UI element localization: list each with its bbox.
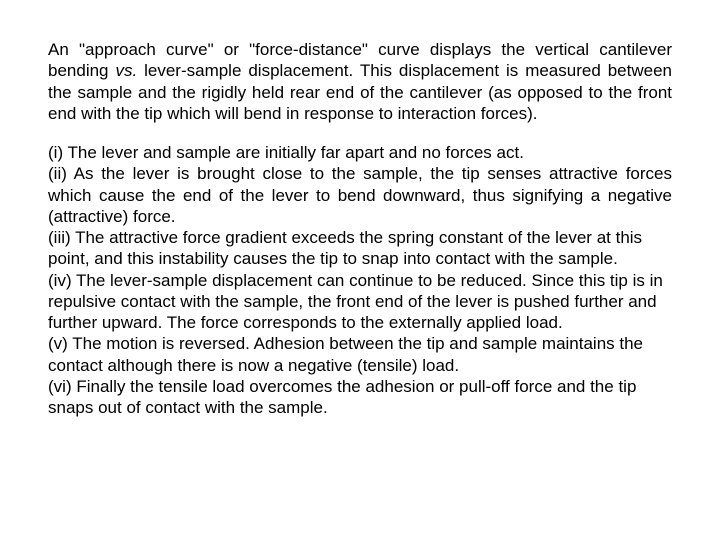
list-item: (iii) The attractive force gradient exce… (48, 227, 672, 270)
items-list: (i) The lever and sample are initially f… (48, 142, 672, 418)
list-item: (i) The lever and sample are initially f… (48, 142, 672, 163)
intro-text-2: lever-sample displacement. This displace… (48, 61, 672, 123)
list-item: (vi) Finally the tensile load overcomes … (48, 376, 672, 419)
document-page: An "approach curve" or "force-distance" … (0, 0, 720, 540)
intro-paragraph: An "approach curve" or "force-distance" … (48, 39, 672, 124)
intro-italic: vs. (115, 61, 137, 80)
list-item: (iv) The lever-sample displacement can c… (48, 270, 672, 334)
list-item: (ii) As the lever is brought close to th… (48, 163, 672, 227)
list-item: (v) The motion is reversed. Adhesion bet… (48, 333, 672, 376)
